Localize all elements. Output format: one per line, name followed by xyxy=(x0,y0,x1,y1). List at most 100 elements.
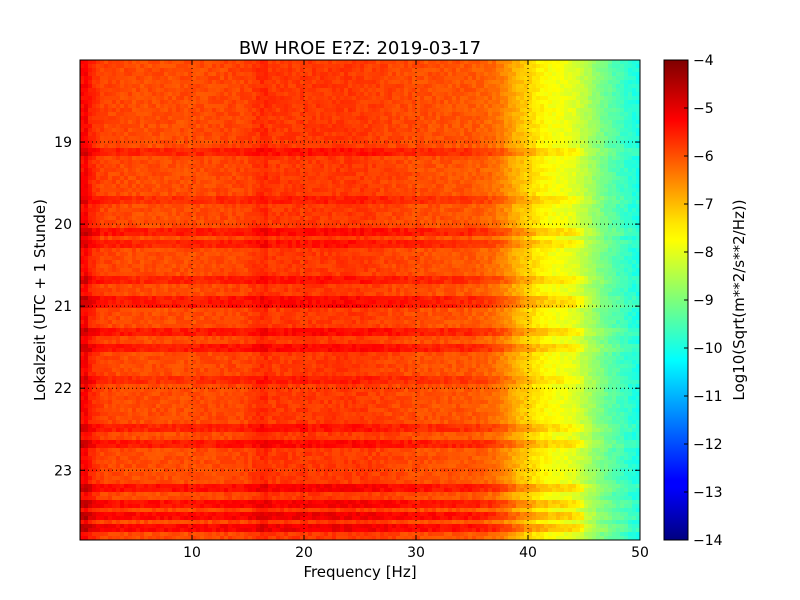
heatmap-cell xyxy=(520,92,525,97)
heatmap-cell xyxy=(488,92,493,97)
heatmap-cell xyxy=(404,156,409,161)
heatmap-cell xyxy=(620,188,625,193)
heatmap-cell xyxy=(500,160,505,165)
heatmap-cell xyxy=(452,156,457,161)
heatmap-cell xyxy=(596,84,601,89)
heatmap-cell xyxy=(96,160,101,165)
heatmap-cell xyxy=(112,180,117,185)
heatmap-cell xyxy=(624,180,629,185)
heatmap-cell xyxy=(252,108,257,113)
heatmap-cell xyxy=(140,136,145,141)
heatmap-cell xyxy=(512,112,517,117)
heatmap-cell xyxy=(460,96,465,101)
heatmap-cell xyxy=(340,136,345,141)
heatmap-cell xyxy=(256,176,261,181)
heatmap-cell xyxy=(552,116,557,121)
heatmap-cell xyxy=(496,108,501,113)
heatmap-cell xyxy=(228,96,233,101)
heatmap-cell xyxy=(496,172,501,177)
heatmap-cell xyxy=(156,164,161,169)
heatmap-cell xyxy=(396,96,401,101)
heatmap-cell xyxy=(632,104,637,109)
heatmap-cell xyxy=(360,108,365,113)
heatmap-cell xyxy=(432,60,437,65)
heatmap-cell xyxy=(292,160,297,165)
heatmap-cell xyxy=(276,164,281,169)
heatmap-cell xyxy=(600,196,605,201)
heatmap-cell xyxy=(388,152,393,157)
heatmap-cell xyxy=(540,92,545,97)
heatmap-cell xyxy=(80,160,85,165)
heatmap-cell xyxy=(312,80,317,85)
heatmap-cell xyxy=(548,160,553,165)
heatmap-cell xyxy=(228,80,233,85)
heatmap-cell xyxy=(340,168,345,173)
heatmap-cell xyxy=(160,164,165,169)
heatmap-cell xyxy=(536,132,541,137)
heatmap-cell xyxy=(568,64,573,69)
heatmap-cell xyxy=(496,176,501,181)
heatmap-cell xyxy=(92,164,97,169)
heatmap-cell xyxy=(572,116,577,121)
heatmap-cell xyxy=(572,108,577,113)
heatmap-cell xyxy=(444,152,449,157)
heatmap-cell xyxy=(624,188,629,193)
heatmap-cell xyxy=(160,120,165,125)
heatmap-cell xyxy=(328,92,333,97)
heatmap-cell xyxy=(176,100,181,105)
heatmap-cell xyxy=(96,172,101,177)
heatmap-cell xyxy=(560,124,565,129)
heatmap-cell xyxy=(264,160,269,165)
heatmap-cell xyxy=(360,72,365,77)
heatmap-cell xyxy=(236,148,241,153)
heatmap-cell xyxy=(532,188,537,193)
heatmap-cell xyxy=(352,92,357,97)
heatmap-cell xyxy=(416,72,421,77)
heatmap-cell xyxy=(616,144,621,149)
heatmap-cell xyxy=(592,68,597,73)
heatmap-cell xyxy=(532,156,537,161)
heatmap-cell xyxy=(292,156,297,161)
heatmap-cell xyxy=(632,156,637,161)
heatmap-cell xyxy=(312,180,317,185)
heatmap-cell xyxy=(452,68,457,73)
heatmap-cell xyxy=(212,184,217,189)
heatmap-cell xyxy=(248,192,253,197)
heatmap-cell xyxy=(184,144,189,149)
heatmap-cell xyxy=(124,188,129,193)
heatmap-cell xyxy=(588,164,593,169)
heatmap-cell xyxy=(540,164,545,169)
heatmap-cell xyxy=(244,120,249,125)
heatmap-cell xyxy=(92,72,97,77)
heatmap-cell xyxy=(316,168,321,173)
heatmap-cell xyxy=(180,168,185,173)
heatmap-cell xyxy=(360,112,365,117)
heatmap-cell xyxy=(476,92,481,97)
heatmap-cell xyxy=(576,116,581,121)
heatmap-cell xyxy=(384,172,389,177)
heatmap-cell xyxy=(200,108,205,113)
heatmap-cell xyxy=(348,108,353,113)
heatmap-cell xyxy=(172,176,177,181)
heatmap-cell xyxy=(580,120,585,125)
heatmap-cell xyxy=(416,188,421,193)
heatmap-cell xyxy=(116,132,121,137)
heatmap-cell xyxy=(576,164,581,169)
heatmap-cell xyxy=(328,112,333,117)
heatmap-cell xyxy=(424,92,429,97)
heatmap-cell xyxy=(444,124,449,129)
heatmap-cell xyxy=(508,96,513,101)
heatmap-cell xyxy=(592,164,597,169)
heatmap-cell xyxy=(620,172,625,177)
heatmap-cell xyxy=(424,120,429,125)
heatmap-cell xyxy=(296,108,301,113)
heatmap-cell xyxy=(576,132,581,137)
heatmap-cell xyxy=(384,188,389,193)
heatmap-cell xyxy=(240,180,245,185)
heatmap-cell xyxy=(216,108,221,113)
heatmap-cell xyxy=(416,168,421,173)
heatmap-cell xyxy=(104,100,109,105)
heatmap-cell xyxy=(400,148,405,153)
heatmap-cell xyxy=(536,104,541,109)
heatmap-cell xyxy=(268,180,273,185)
